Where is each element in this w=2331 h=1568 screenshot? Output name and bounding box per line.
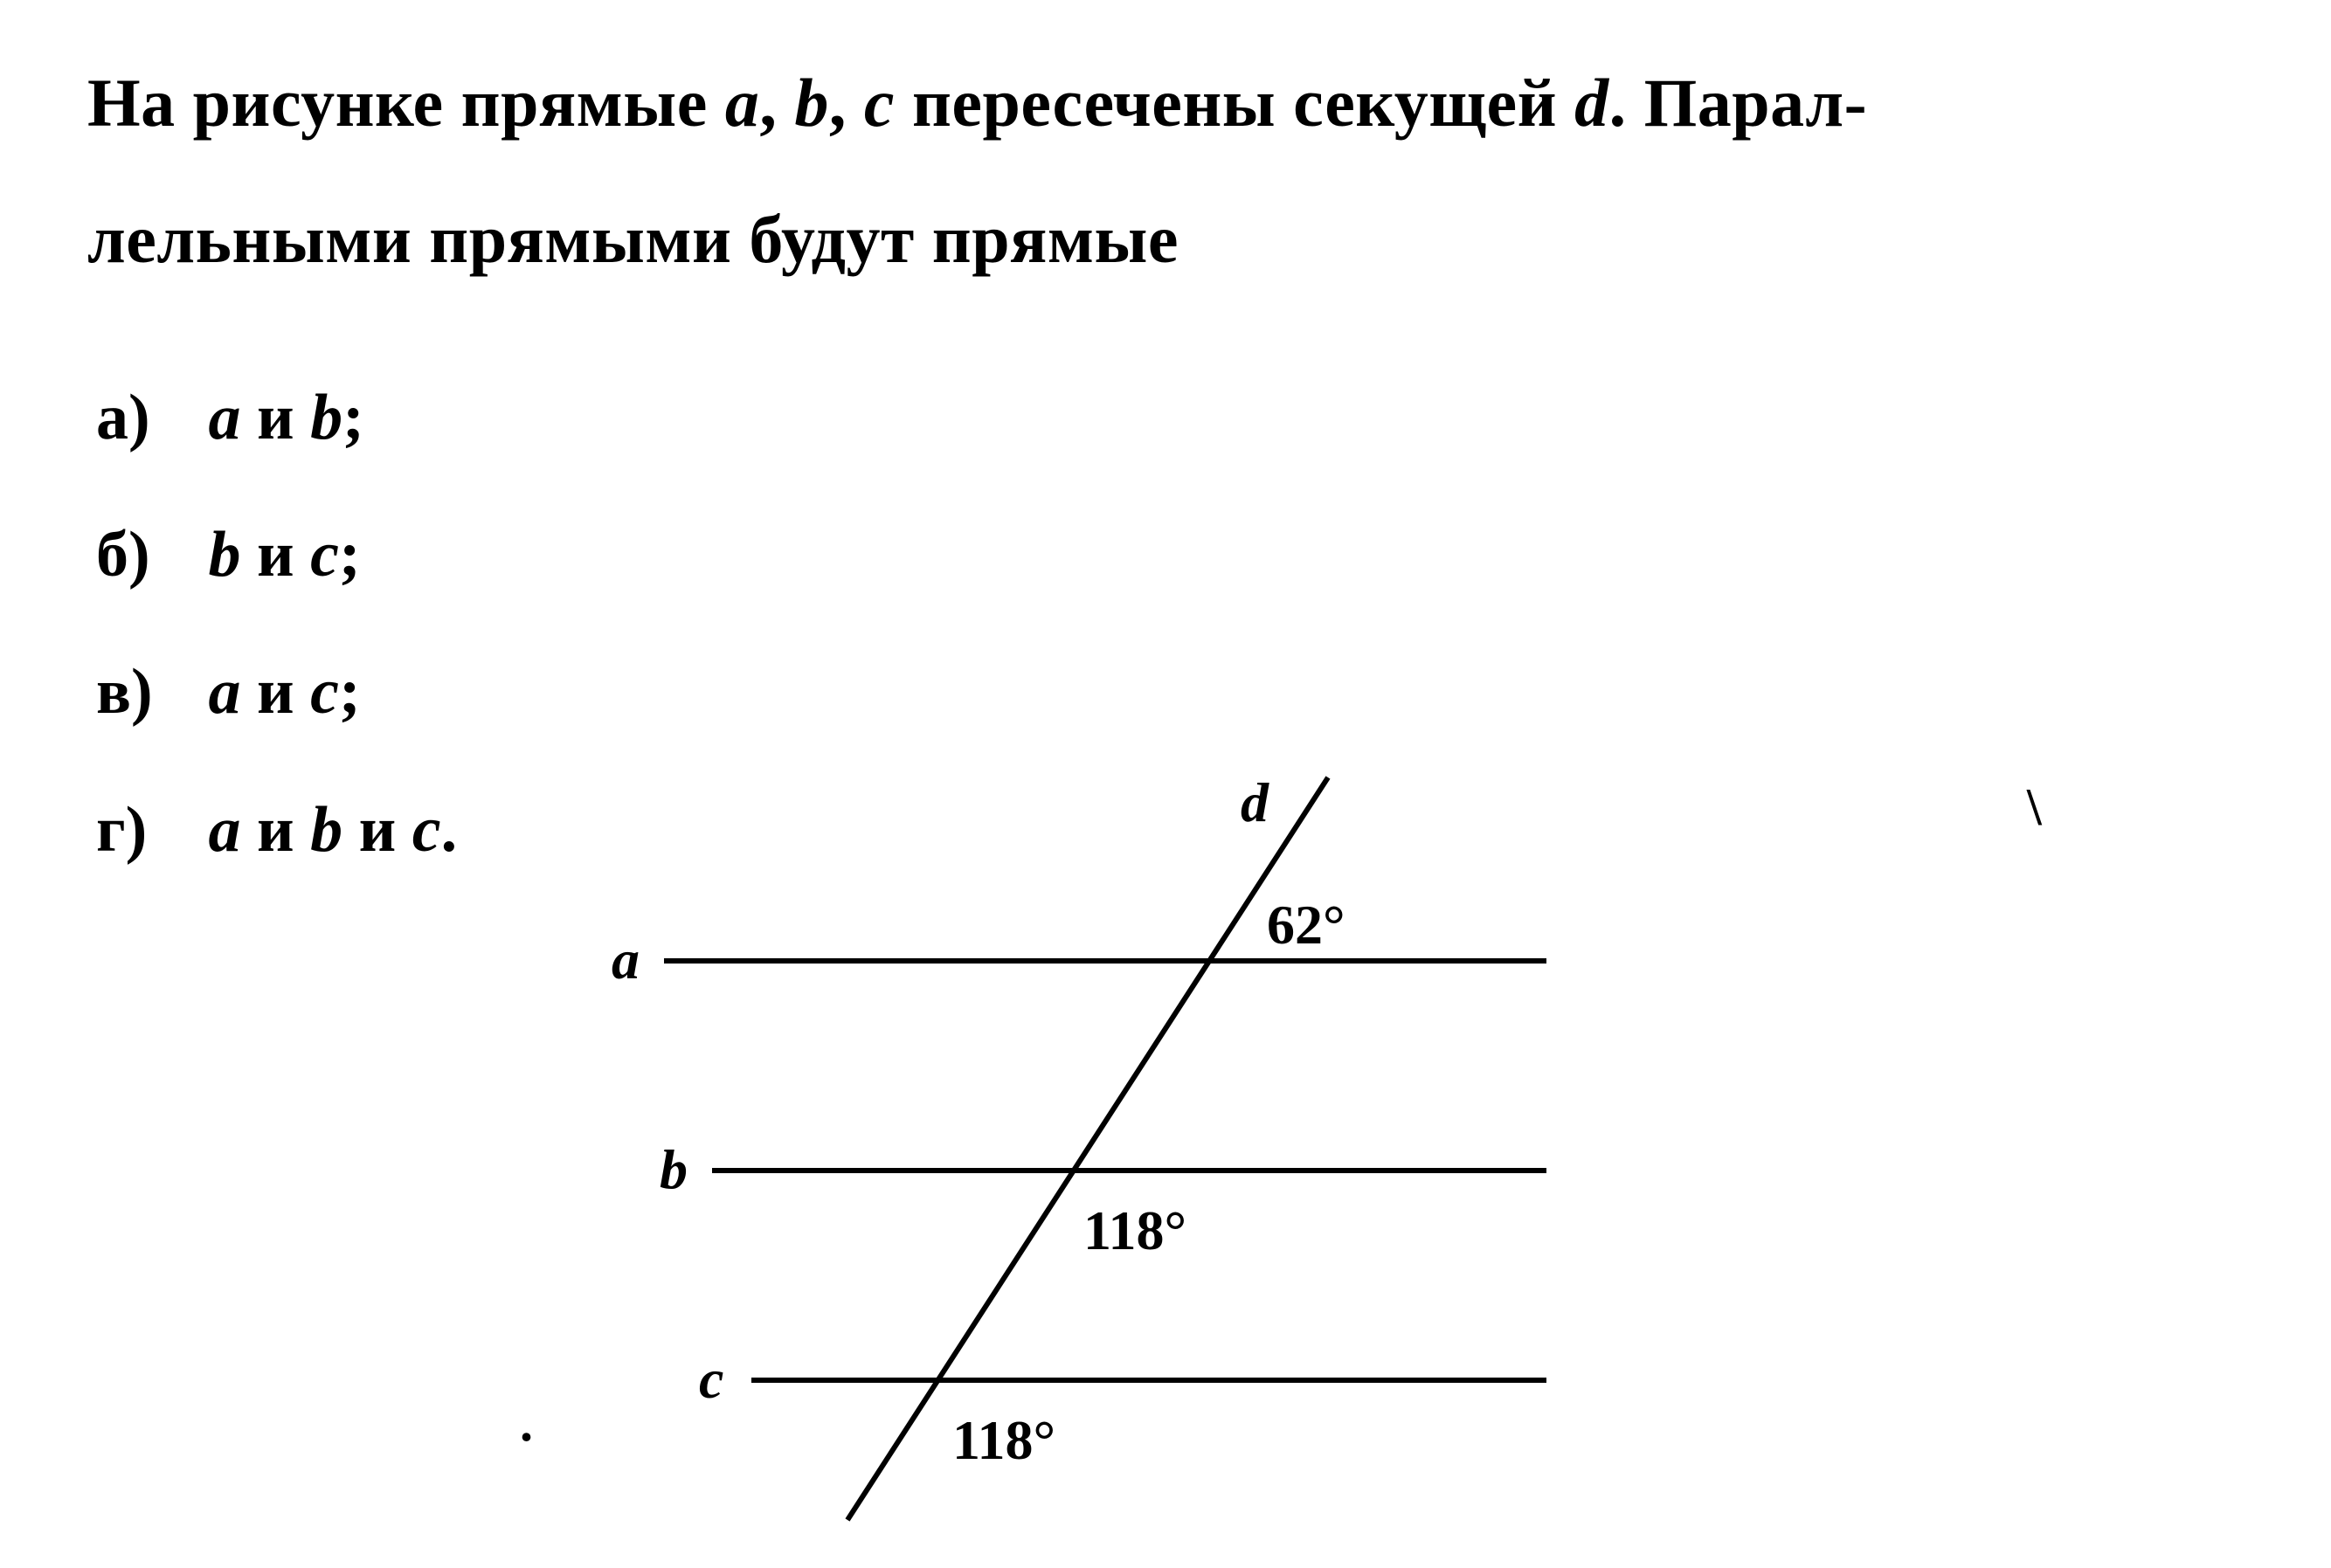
t7: d — [1574, 65, 1609, 141]
t2: , — [759, 65, 794, 141]
geometry-diagram: a b c d 62° 118° 118° — [542, 760, 1677, 1551]
problem-statement: На рисунке прямые a, b, c пересечены сек… — [87, 35, 2279, 307]
t3: b — [794, 65, 829, 141]
t9: лельными прямыми будут прямые — [87, 201, 1179, 277]
choice-text-b: b и c; — [209, 519, 361, 591]
angle-118-c: 118° — [952, 1409, 1055, 1471]
label-d: d — [1241, 771, 1269, 833]
t8: . Парал- — [1609, 65, 1867, 141]
choice-text-g: a и b и c. — [209, 794, 458, 866]
choice-letter-v: в) — [96, 634, 192, 750]
t1: a — [725, 65, 760, 141]
dot-artifact: . — [520, 1393, 533, 1454]
choice-b: б) b и c; — [96, 497, 2279, 613]
stray-mark: \ — [2027, 777, 2042, 838]
angle-118-b: 118° — [1083, 1199, 1186, 1261]
choice-letter-a: а) — [96, 360, 192, 476]
t0: На рисунке прямые — [87, 65, 725, 141]
choice-a: а) a и b; — [96, 360, 2279, 476]
choice-letter-b: б) — [96, 497, 192, 613]
angle-62: 62° — [1267, 894, 1345, 956]
t4: , — [829, 65, 864, 141]
t6: пересечены секущей — [895, 65, 1574, 141]
choice-letter-g: г) — [96, 772, 192, 888]
t5: c — [864, 65, 895, 141]
diagram-svg: a b c d 62° 118° 118° — [542, 760, 1677, 1546]
choice-text-a: a и b; — [209, 382, 364, 453]
line-d — [847, 777, 1328, 1520]
label-a: a — [612, 929, 640, 991]
label-b: b — [660, 1138, 688, 1200]
label-c: c — [699, 1348, 723, 1410]
choice-text-v: a и c; — [209, 656, 361, 728]
choice-v: в) a и c; — [96, 634, 2279, 750]
